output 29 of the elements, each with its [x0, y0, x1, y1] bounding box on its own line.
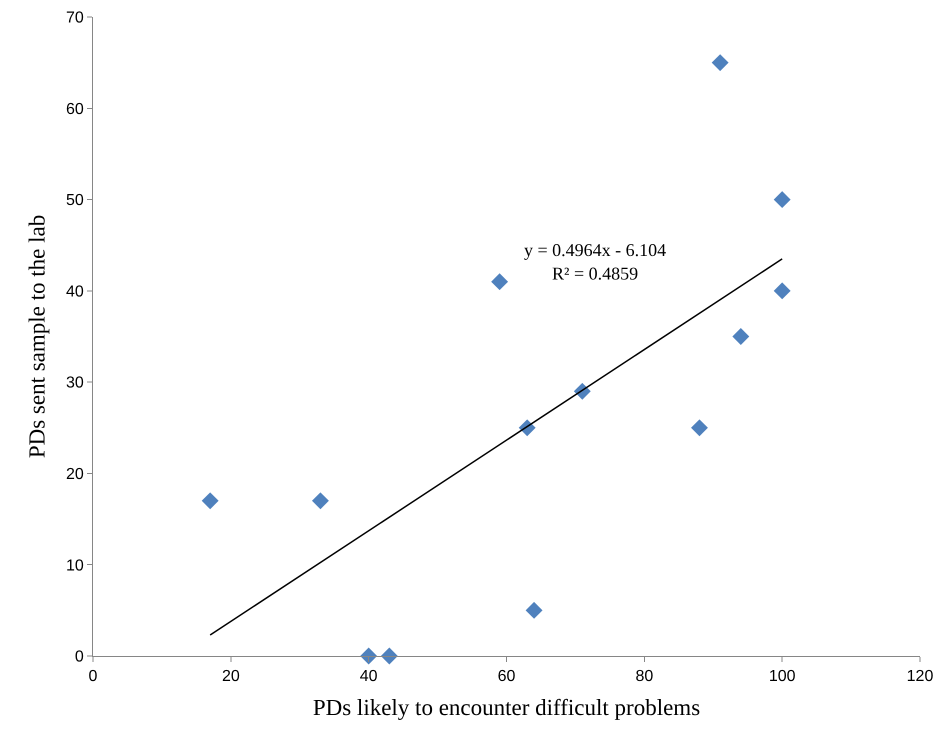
point — [691, 419, 708, 436]
point — [526, 602, 543, 619]
point — [202, 492, 219, 510]
y-tick-label: 40 — [66, 283, 84, 300]
x-tick-label: 20 — [222, 668, 240, 686]
x-tick-label: 0 — [88, 668, 98, 686]
point — [774, 191, 791, 208]
y-tick-label: 50 — [66, 192, 84, 210]
x-tick-label: 120 — [906, 668, 934, 686]
x-tick-label: 60 — [498, 668, 516, 686]
y-tick-label: 20 — [66, 466, 84, 484]
x-axis-title: PDs likely to encounter difficult problems — [312, 694, 700, 720]
x-tick-label: 100 — [768, 668, 796, 686]
y-tick-label: 60 — [66, 100, 84, 118]
point — [712, 54, 729, 72]
y-tick-label: 10 — [66, 557, 84, 574]
y-tick-label: 30 — [66, 374, 84, 392]
y-tick-label: 70 — [66, 10, 84, 27]
point — [380, 648, 398, 664]
point — [774, 282, 791, 300]
annotation: y = 0.4964x - 6.104 R² = 0.4859 — [524, 240, 666, 284]
point — [732, 328, 750, 345]
point — [360, 648, 378, 664]
y-tick-label: 0 — [74, 648, 84, 666]
point — [312, 492, 329, 510]
y-axis-title: PDs sent sample to the lab — [24, 214, 50, 458]
x-tick-label: 40 — [360, 668, 378, 686]
x-tick-label: 80 — [635, 668, 654, 686]
point — [491, 273, 508, 290]
